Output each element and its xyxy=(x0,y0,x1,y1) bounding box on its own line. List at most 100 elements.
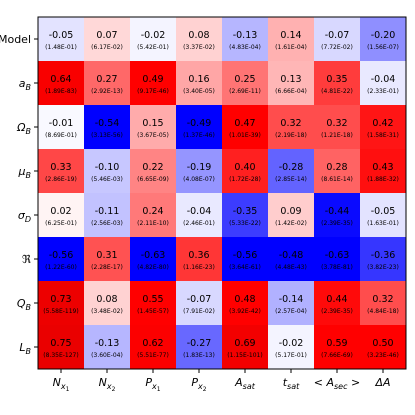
cell-value: -0.27 xyxy=(187,338,212,349)
cell-value: 0.40 xyxy=(234,162,255,173)
cell-pvalue: (5.33E-22) xyxy=(229,220,261,227)
cell-value: -0.54 xyxy=(95,118,120,129)
heatmap-cell xyxy=(130,237,177,282)
x-tick-label: tsat xyxy=(283,376,300,391)
heatmap-cell xyxy=(314,61,361,106)
cell-value: 0.32 xyxy=(372,294,393,305)
cell-pvalue: (7.72E-02) xyxy=(321,44,353,51)
cell-pvalue: (3.82E-23) xyxy=(367,264,399,271)
cell-pvalue: (2.28E-17) xyxy=(91,264,123,271)
heatmap-cell xyxy=(38,325,85,370)
cell-pvalue: (1.37E-46) xyxy=(183,132,215,139)
heatmap-cell xyxy=(38,237,85,282)
cell-pvalue: (4.84E-18) xyxy=(367,308,399,315)
x-tick-label: ΔA xyxy=(374,376,390,389)
cell-pvalue: (1.22E-60) xyxy=(45,264,77,271)
heatmap-cell xyxy=(38,193,85,238)
cell-value: 0.73 xyxy=(50,294,71,305)
heatmap-cell xyxy=(130,325,177,370)
cell-pvalue: (5.58E-119) xyxy=(43,308,78,315)
cell-pvalue: (3.60E-04) xyxy=(91,352,123,359)
cell-pvalue: (1.88E-32) xyxy=(367,176,399,183)
cell-pvalue: (8.35E-127) xyxy=(43,352,78,359)
cell-value: -0.49 xyxy=(187,118,212,129)
heatmap-cell xyxy=(268,17,315,62)
cell-value: 0.31 xyxy=(96,250,117,261)
heatmap-cell xyxy=(360,149,407,194)
cell-pvalue: (1.72E-28) xyxy=(229,176,261,183)
cell-pvalue: (3.67E-05) xyxy=(137,132,169,139)
heatmap-cell xyxy=(84,149,131,194)
cell-value: 0.75 xyxy=(50,338,71,349)
cell-value: 0.14 xyxy=(280,30,301,41)
cell-value: 0.24 xyxy=(142,206,163,217)
cell-value: 0.08 xyxy=(96,294,117,305)
cell-value: 0.02 xyxy=(50,206,71,217)
cell-pvalue: (2.33E-01) xyxy=(367,88,399,95)
cell-value: -0.13 xyxy=(233,30,258,41)
heatmap-cell xyxy=(360,237,407,282)
cell-value: -0.28 xyxy=(279,162,304,173)
heatmap-cell xyxy=(38,149,85,194)
cell-pvalue: (7.66E-69) xyxy=(321,352,353,359)
cell-value: 0.44 xyxy=(326,294,347,305)
heatmap-cell xyxy=(268,105,315,150)
heatmap-cell xyxy=(176,61,223,106)
cell-value: 0.25 xyxy=(234,74,255,85)
cell-pvalue: (1.42E-02) xyxy=(275,220,307,227)
cell-value: 0.08 xyxy=(188,30,209,41)
cell-value: -0.01 xyxy=(49,118,74,129)
cell-value: -0.02 xyxy=(141,30,166,41)
cell-pvalue: (2.39E-35) xyxy=(321,220,353,227)
cell-pvalue: (5.46E-03) xyxy=(91,176,123,183)
cell-value: 0.32 xyxy=(280,118,301,129)
heatmap-cell xyxy=(268,61,315,106)
heatmap-cell xyxy=(222,237,269,282)
cell-value: -0.48 xyxy=(279,250,304,261)
x-tick-labels: Nx1 Nx2 Px1 Px2 Asat tsat < Asec > ΔA xyxy=(53,376,391,393)
cell-pvalue: (2.85E-14) xyxy=(275,176,307,183)
x-tick-label: < Asec > xyxy=(314,376,360,391)
heatmap-cell xyxy=(176,193,223,238)
heatmap-cell xyxy=(130,17,177,62)
y-tick-label: ΩB xyxy=(16,121,31,136)
cell-pvalue: (1.16E-23) xyxy=(183,264,215,271)
cell-value: 0.49 xyxy=(142,74,163,85)
cell-value: -0.63 xyxy=(325,250,350,261)
heatmap-cell xyxy=(130,105,177,150)
heatmap-cell xyxy=(38,105,85,150)
cell-pvalue: (2.57E-04) xyxy=(275,308,307,315)
heatmap-cell xyxy=(222,17,269,62)
heatmap-cell xyxy=(84,105,131,150)
heatmap-cell xyxy=(176,325,223,370)
cell-pvalue: (3.23E-46) xyxy=(367,352,399,359)
cell-pvalue: (1.45E-57) xyxy=(137,308,169,315)
cell-value: 0.62 xyxy=(142,338,163,349)
heatmap-cell xyxy=(130,193,177,238)
heatmap-cell xyxy=(314,237,361,282)
cell-pvalue: (6.25E-01) xyxy=(45,220,77,227)
cell-pvalue: (1.89E-83) xyxy=(45,88,77,95)
heatmap-cell xyxy=(314,325,361,370)
heatmap-cell xyxy=(84,281,131,326)
cell-pvalue: (1.15E-101) xyxy=(227,352,262,359)
cell-pvalue: (2.11E-10) xyxy=(137,220,169,227)
heatmap-cell xyxy=(84,237,131,282)
cell-pvalue: (2.69E-11) xyxy=(229,88,261,95)
heatmap-cell xyxy=(84,325,131,370)
heatmap-cell xyxy=(130,281,177,326)
cell-value: -0.63 xyxy=(141,250,166,261)
cell-pvalue: (4.83E-04) xyxy=(229,44,261,51)
cell-pvalue: (9.17E-46) xyxy=(137,88,169,95)
cell-value: -0.19 xyxy=(187,162,212,173)
cell-value: -0.36 xyxy=(371,250,396,261)
y-tick-label: Model xyxy=(0,33,31,46)
cell-pvalue: (4.82E-80) xyxy=(137,264,169,271)
heatmap-cell xyxy=(222,61,269,106)
cell-pvalue: (4.08E-07) xyxy=(183,176,215,183)
cell-pvalue: (2.56E-03) xyxy=(91,220,123,227)
cell-pvalue: (2.86E-19) xyxy=(45,176,77,183)
cell-value: 0.33 xyxy=(50,162,71,173)
cell-value: -0.04 xyxy=(371,74,396,85)
